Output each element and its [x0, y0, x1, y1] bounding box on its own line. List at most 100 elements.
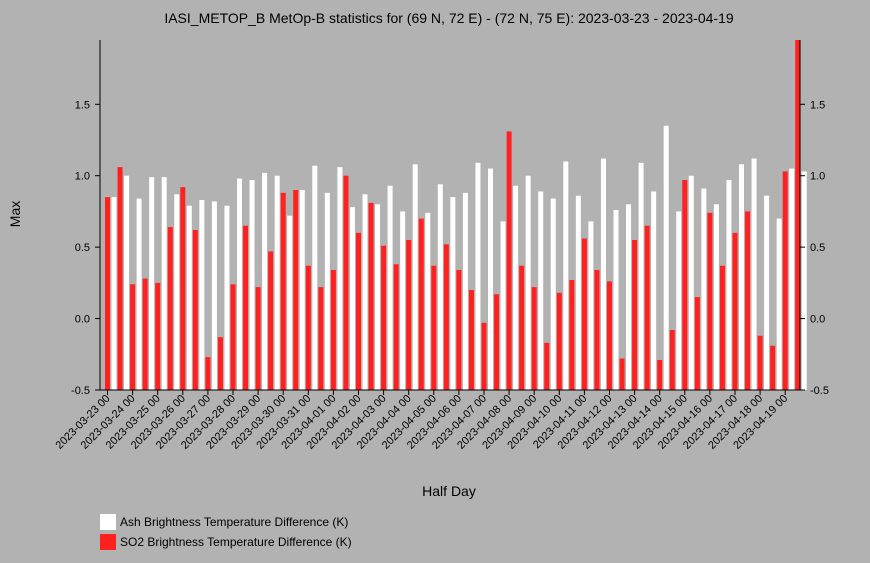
bar-so2-47 — [694, 297, 700, 390]
y-axis-label: Max — [7, 201, 23, 227]
bar-so2-27 — [443, 244, 449, 390]
y-tick-label-left-1: 0.0 — [75, 314, 90, 326]
bar-ash-46 — [688, 175, 694, 390]
bar-ash-0 — [111, 197, 117, 390]
bar-so2-23 — [393, 264, 399, 390]
bar-so2-35 — [544, 342, 550, 390]
y-tick-label-left-3: 1.0 — [75, 171, 90, 183]
bar-ash-35 — [550, 198, 556, 390]
bar-so2-29 — [468, 290, 474, 390]
bar-ash-45 — [676, 211, 682, 390]
bar-so2-2 — [130, 284, 136, 390]
bar-so2-18 — [330, 270, 336, 390]
bar-so2-1 — [117, 167, 123, 390]
y-tick-label-right-0: -0.5 — [810, 385, 829, 397]
bar-so2-10 — [230, 284, 236, 390]
legend-item-ash: Ash Brightness Temperature Difference (K… — [100, 512, 352, 532]
y-tick-label-right-1: 0.0 — [810, 314, 825, 326]
bar-ash-15 — [299, 190, 305, 390]
bar-so2-49 — [719, 265, 725, 390]
legend-swatch-so2 — [100, 534, 116, 550]
bar-so2-25 — [418, 218, 424, 390]
bar-so2-40 — [607, 281, 612, 390]
bar-so2-14 — [280, 192, 286, 390]
bar-so2-39 — [594, 270, 600, 390]
legend-label-so2: SO2 Brightness Temperature Difference (K… — [120, 535, 352, 549]
bar-so2-54 — [782, 171, 788, 390]
bar-ash-36 — [563, 161, 569, 390]
bar-so2-21 — [368, 202, 374, 390]
bar-so2-9 — [217, 337, 223, 390]
bar-ash-28 — [462, 192, 468, 390]
bar-so2-13 — [268, 251, 274, 390]
bar-so2-45 — [669, 330, 675, 390]
bar-so2-38 — [581, 238, 587, 390]
y-tick-label-right-4: 1.5 — [810, 99, 825, 111]
bar-so2-48 — [707, 212, 713, 390]
bar-ash-51 — [751, 158, 757, 390]
bar-ash-19 — [349, 207, 355, 390]
bar-ash-23 — [400, 211, 406, 390]
y-tick-label-left-2: 0.5 — [75, 242, 90, 254]
bar-so2-0 — [105, 197, 110, 390]
bar-so2-55 — [795, 40, 801, 390]
bar-ash-7 — [199, 200, 205, 390]
bar-ash-10 — [237, 178, 242, 390]
bar-ash-55 — [801, 171, 807, 390]
y-tick-label-left-4: 1.5 — [75, 99, 90, 111]
bar-ash-44 — [663, 125, 669, 391]
bar-ash-12 — [262, 172, 268, 390]
bar-ash-53 — [776, 218, 782, 390]
y-ticks-group: -0.5 -0.5 0.0 0.0 0.5 0.5 1.0 1.0 1.5 1.5 — [71, 99, 829, 397]
bar-so2-28 — [456, 270, 462, 390]
bar-ash-18 — [337, 167, 343, 390]
bar-ash-37 — [575, 195, 581, 390]
bar-ash-21 — [375, 204, 381, 390]
bar-ash-39 — [600, 158, 606, 390]
bar-ash-50 — [739, 164, 744, 390]
bar-so2-6 — [180, 187, 186, 390]
bar-ash-24 — [412, 164, 418, 390]
y-tick-label-right-2: 0.5 — [810, 242, 825, 254]
bar-ash-30 — [488, 168, 493, 390]
bar-so2-34 — [531, 287, 537, 390]
bar-ash-49 — [726, 180, 732, 390]
legend-label-ash: Ash Brightness Temperature Difference (K… — [120, 515, 349, 529]
bar-ash-5 — [174, 194, 180, 390]
bar-ash-33 — [525, 175, 531, 390]
chart-title: IASI_METOP_B MetOp-B statistics for (69 … — [164, 10, 734, 26]
bar-so2-24 — [406, 240, 412, 390]
bar-ash-34 — [538, 191, 544, 390]
bar-so2-33 — [519, 265, 525, 390]
bar-so2-15 — [293, 190, 299, 390]
bar-so2-8 — [205, 357, 211, 390]
bar-so2-37 — [569, 280, 575, 390]
bar-ash-14 — [287, 215, 293, 390]
bar-ash-9 — [224, 205, 230, 390]
bar-so2-30 — [481, 322, 487, 390]
legend-swatch-ash — [100, 514, 116, 530]
y-tick-label-right-3: 1.0 — [810, 171, 825, 183]
bar-so2-26 — [431, 265, 437, 390]
bar-so2-32 — [506, 131, 512, 390]
bar-ash-48 — [713, 204, 719, 390]
x-axis-label: Half Day — [422, 483, 476, 499]
bar-ash-27 — [450, 197, 456, 390]
bar-ash-6 — [186, 205, 192, 390]
bar-so2-4 — [155, 282, 161, 390]
bar-so2-43 — [644, 225, 650, 390]
bar-ash-2 — [136, 198, 142, 390]
bar-so2-11 — [243, 225, 249, 390]
y-tick-label-left-0: -0.5 — [71, 385, 90, 397]
bar-so2-41 — [619, 358, 625, 390]
bar-so2-22 — [381, 245, 387, 390]
bar-so2-3 — [142, 278, 148, 390]
bar-so2-20 — [356, 232, 361, 390]
legend: Ash Brightness Temperature Difference (K… — [100, 512, 352, 552]
bar-ash-41 — [626, 204, 632, 390]
bar-ash-42 — [638, 162, 644, 390]
bar-ash-4 — [161, 177, 167, 390]
bar-ash-13 — [274, 175, 280, 390]
legend-item-so2: SO2 Brightness Temperature Difference (K… — [100, 532, 352, 552]
